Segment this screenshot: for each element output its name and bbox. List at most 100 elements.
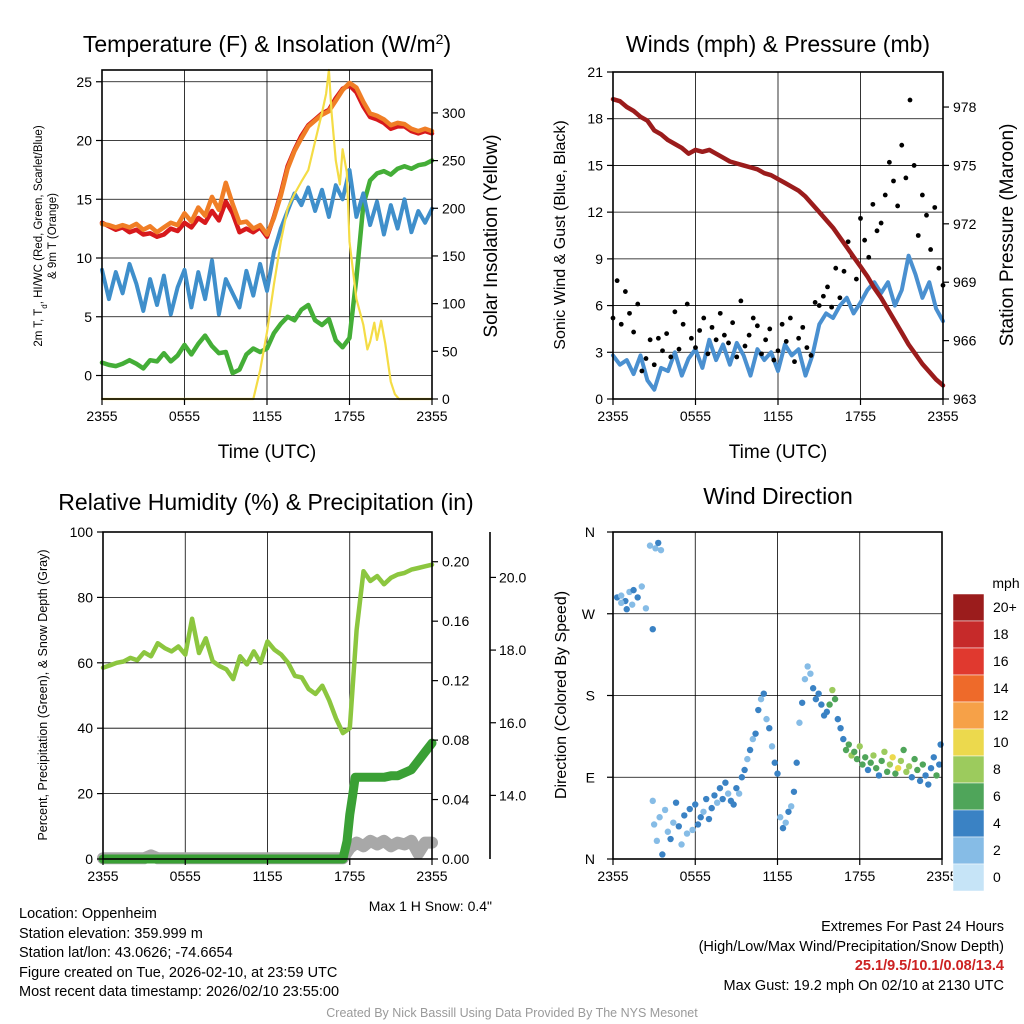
- precip-tick-label: 0.16: [442, 613, 469, 629]
- direction-point: [672, 799, 680, 806]
- series-temp-line: [99, 83, 435, 240]
- direction-point: [634, 594, 641, 601]
- direction-point: [837, 725, 844, 732]
- y2-tick-label: 966: [953, 333, 977, 349]
- y2-tick-label: 50: [442, 343, 458, 359]
- direction-point: [785, 808, 792, 815]
- direction-point: [618, 599, 625, 607]
- direction-point: [771, 759, 778, 766]
- direction-point: [840, 735, 847, 743]
- series-dew-line: [99, 158, 435, 376]
- direction-point: [777, 814, 784, 821]
- winds-x-label: Time (UTC): [729, 442, 828, 463]
- x-tick-label: 2355: [416, 408, 447, 424]
- y-tick-label: 20: [76, 133, 92, 149]
- gust-point: [614, 278, 620, 284]
- direction-point: [908, 774, 916, 781]
- direction-point: [675, 823, 682, 830]
- x-tick-label: 0555: [680, 408, 711, 424]
- direction-point: [642, 605, 650, 612]
- direction-point: [886, 761, 894, 768]
- direction-point: [646, 542, 654, 549]
- direction-point: [916, 777, 924, 785]
- direction-point: [862, 754, 869, 761]
- direction-point: [763, 715, 770, 723]
- gust-point: [647, 337, 653, 343]
- direction-point: [713, 799, 721, 806]
- gust-point: [895, 203, 901, 209]
- figure-created: Figure created on Tue, 2026-02-10, at 23…: [19, 964, 338, 981]
- y-tick-label: 5: [84, 309, 92, 325]
- gust-point: [928, 247, 934, 252]
- gust-point: [759, 351, 764, 357]
- legend-label: 12: [993, 707, 1009, 723]
- snow-tick-label: 18.0: [499, 642, 526, 658]
- direction-point: [746, 746, 754, 754]
- recent-timestamp: Most recent data timestamp: 2026/02/10 2…: [19, 984, 340, 1001]
- legend-swatch: [952, 647, 985, 676]
- gust-point: [771, 357, 777, 363]
- snow-tick-label: 14.0: [499, 787, 526, 803]
- direction-point: [914, 766, 921, 774]
- gust-point: [899, 142, 905, 148]
- direction-point: [741, 766, 748, 774]
- direction-tick-label: S: [586, 688, 595, 704]
- gust-point: [643, 356, 649, 361]
- gust-point: [726, 340, 731, 346]
- legend-label: 8: [993, 761, 1001, 777]
- direction-point: [859, 761, 866, 768]
- gust-point: [631, 329, 637, 335]
- direction-point: [809, 685, 817, 692]
- temperature-y-label: 2m T, Td, HI/WC (Red, Green, Scarlet/Blu…: [33, 125, 49, 346]
- direction-point: [790, 788, 798, 795]
- direction-point: [864, 766, 872, 774]
- direction-point: [875, 772, 883, 779]
- y-tick-label: 9: [595, 251, 603, 267]
- direction-point: [927, 764, 935, 772]
- station-location: Location: Oppenheim: [19, 906, 157, 922]
- direction-point: [760, 690, 767, 697]
- y-tick-label: 21: [587, 64, 603, 80]
- direction-point: [659, 851, 666, 858]
- x-tick-label: 1755: [845, 408, 876, 424]
- gust-point: [660, 348, 665, 354]
- series-wind-line: [611, 253, 945, 392]
- legend-label: 2: [993, 842, 1001, 858]
- direction-point: [768, 743, 776, 750]
- direction-point: [755, 706, 762, 714]
- y-tick-label: 40: [77, 720, 93, 736]
- direction-point: [719, 795, 726, 803]
- gust-point: [680, 321, 686, 327]
- direction-point: [922, 772, 929, 779]
- gust-point: [688, 335, 694, 341]
- direction-point: [842, 746, 850, 754]
- gust-point: [841, 268, 847, 274]
- direction-point: [661, 806, 669, 814]
- x-tick-label: 0555: [169, 408, 200, 424]
- gust-point: [907, 97, 913, 103]
- direction-point: [697, 814, 704, 821]
- direction-point: [801, 675, 809, 683]
- direction-point: [708, 804, 715, 812]
- y-tick-label: 20: [77, 786, 93, 802]
- gust-point: [713, 337, 719, 343]
- extremes-title: Extremes For Past 24 Hours: [821, 919, 1004, 935]
- legend-swatch: [952, 863, 985, 892]
- gust-point: [684, 301, 690, 307]
- gust-point: [845, 239, 851, 245]
- direction-y-label: Direction (Colored By Speed): [553, 591, 570, 799]
- insolation-axis-label: Solar Insolation (Yellow): [481, 134, 502, 337]
- precip-tick-label: 0.00: [442, 851, 469, 867]
- gust-point: [903, 175, 909, 181]
- direction-point: [618, 592, 625, 599]
- y2-tick-label: 963: [953, 391, 977, 407]
- series-wc-line: [100, 167, 434, 317]
- direction-point: [818, 701, 825, 708]
- x-tick-label: 2355: [86, 408, 117, 424]
- gust-point: [891, 178, 896, 184]
- direction-point: [694, 821, 702, 828]
- direction-point: [933, 772, 940, 779]
- direction-point: [845, 741, 852, 748]
- direction-point: [823, 708, 831, 716]
- winds-chart-title: Winds (mph) & Pressure (mb): [626, 31, 930, 57]
